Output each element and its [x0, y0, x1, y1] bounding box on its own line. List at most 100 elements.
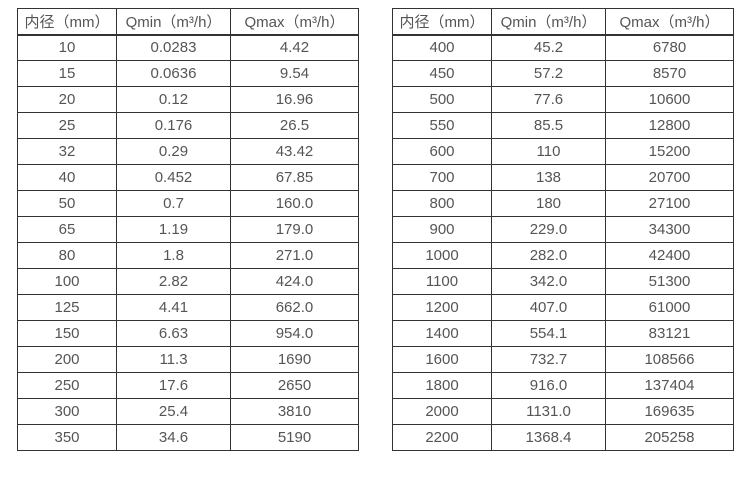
cell: 20 — [17, 86, 117, 113]
table-header: 内径（mm） Qmin（m³/h） Qmax（m³/h） — [17, 8, 359, 36]
cell: 179.0 — [230, 216, 359, 243]
cell: 10600 — [605, 86, 734, 113]
table-row: 1100 342.0 51300 — [392, 268, 734, 295]
table-row: 100 2.82 424.0 — [17, 268, 359, 295]
table-row: 800 180 27100 — [392, 190, 734, 217]
cell: 700 — [392, 164, 492, 191]
cell: 43.42 — [230, 138, 359, 165]
table-row: 2200 1368.4 205258 — [392, 424, 734, 451]
cell: 1000 — [392, 242, 492, 269]
cell: 77.6 — [491, 86, 606, 113]
cell: 0.7 — [116, 190, 231, 217]
table-row: 40 0.452 67.85 — [17, 164, 359, 191]
cell: 282.0 — [491, 242, 606, 269]
table-row: 1200 407.0 61000 — [392, 294, 734, 321]
cell: 1800 — [392, 372, 492, 399]
table-row: 500 77.6 10600 — [392, 86, 734, 113]
cell: 61000 — [605, 294, 734, 321]
cell: 34.6 — [116, 424, 231, 451]
header-row: 内径（mm） Qmin（m³/h） Qmax（m³/h） — [392, 8, 734, 36]
table-row: 125 4.41 662.0 — [17, 294, 359, 321]
cell: 12800 — [605, 112, 734, 139]
cell: 110 — [491, 138, 606, 165]
table-row: 550 85.5 12800 — [392, 112, 734, 139]
cell: 271.0 — [230, 242, 359, 269]
cell: 500 — [392, 86, 492, 113]
cell: 0.0636 — [116, 60, 231, 87]
cell: 2000 — [392, 398, 492, 425]
cell: 4.42 — [230, 34, 359, 61]
cell: 67.85 — [230, 164, 359, 191]
table-row: 2000 1131.0 169635 — [392, 398, 734, 425]
cell: 350 — [17, 424, 117, 451]
cell: 424.0 — [230, 268, 359, 295]
table-row: 150 6.63 954.0 — [17, 320, 359, 347]
cell: 0.12 — [116, 86, 231, 113]
cell: 16.96 — [230, 86, 359, 113]
table-row: 1400 554.1 83121 — [392, 320, 734, 347]
table-row: 1000 282.0 42400 — [392, 242, 734, 269]
cell: 6780 — [605, 34, 734, 61]
cell: 2200 — [392, 424, 492, 451]
cell: 0.29 — [116, 138, 231, 165]
cell: 50 — [17, 190, 117, 217]
cell: 1690 — [230, 346, 359, 373]
cell: 342.0 — [491, 268, 606, 295]
cell: 450 — [392, 60, 492, 87]
cell: 300 — [17, 398, 117, 425]
cell: 80 — [17, 242, 117, 269]
cell: 85.5 — [491, 112, 606, 139]
cell: 1.8 — [116, 242, 231, 269]
cell: 0.176 — [116, 112, 231, 139]
cell: 138 — [491, 164, 606, 191]
cell: 600 — [392, 138, 492, 165]
table-row: 1600 732.7 108566 — [392, 346, 734, 373]
cell: 15 — [17, 60, 117, 87]
cell: 0.0283 — [116, 34, 231, 61]
cell: 1400 — [392, 320, 492, 347]
cell: 6.63 — [116, 320, 231, 347]
cell: 26.5 — [230, 112, 359, 139]
spec-table-large-diameters: 内径（mm） Qmin（m³/h） Qmax（m³/h） 400 45.2 6780… — [392, 8, 734, 451]
cell: 1100 — [392, 268, 492, 295]
cell: 10 — [17, 34, 117, 61]
cell: 205258 — [605, 424, 734, 451]
cell: 169635 — [605, 398, 734, 425]
cell: 732.7 — [491, 346, 606, 373]
table-row: 450 57.2 8570 — [392, 60, 734, 87]
cell: 137404 — [605, 372, 734, 399]
cell: 250 — [17, 372, 117, 399]
cell: 83121 — [605, 320, 734, 347]
cell: 916.0 — [491, 372, 606, 399]
header-qmin: Qmin（m³/h） — [116, 8, 231, 36]
cell: 1200 — [392, 294, 492, 321]
cell: 5190 — [230, 424, 359, 451]
cell: 51300 — [605, 268, 734, 295]
cell: 25.4 — [116, 398, 231, 425]
cell: 27100 — [605, 190, 734, 217]
header-qmax: Qmax（m³/h） — [230, 8, 359, 36]
cell: 800 — [392, 190, 492, 217]
table-row: 200 11.3 1690 — [17, 346, 359, 373]
header-qmax: Qmax（m³/h） — [605, 8, 734, 36]
table-row: 80 1.8 271.0 — [17, 242, 359, 269]
cell: 2650 — [230, 372, 359, 399]
table-row: 25 0.176 26.5 — [17, 112, 359, 139]
cell: 25 — [17, 112, 117, 139]
cell: 40 — [17, 164, 117, 191]
table-row: 15 0.0636 9.54 — [17, 60, 359, 87]
table-row: 350 34.6 5190 — [17, 424, 359, 451]
cell: 11.3 — [116, 346, 231, 373]
table-row: 65 1.19 179.0 — [17, 216, 359, 243]
spec-table-small-diameters: 内径（mm） Qmin（m³/h） Qmax（m³/h） 10 0.0283 4.4… — [17, 8, 359, 451]
cell: 200 — [17, 346, 117, 373]
cell: 100 — [17, 268, 117, 295]
cell: 400 — [392, 34, 492, 61]
table-row: 1800 916.0 137404 — [392, 372, 734, 399]
cell: 554.1 — [491, 320, 606, 347]
cell: 125 — [17, 294, 117, 321]
table-row: 600 110 15200 — [392, 138, 734, 165]
table-row: 250 17.6 2650 — [17, 372, 359, 399]
table-header: 内径（mm） Qmin（m³/h） Qmax（m³/h） — [392, 8, 734, 36]
